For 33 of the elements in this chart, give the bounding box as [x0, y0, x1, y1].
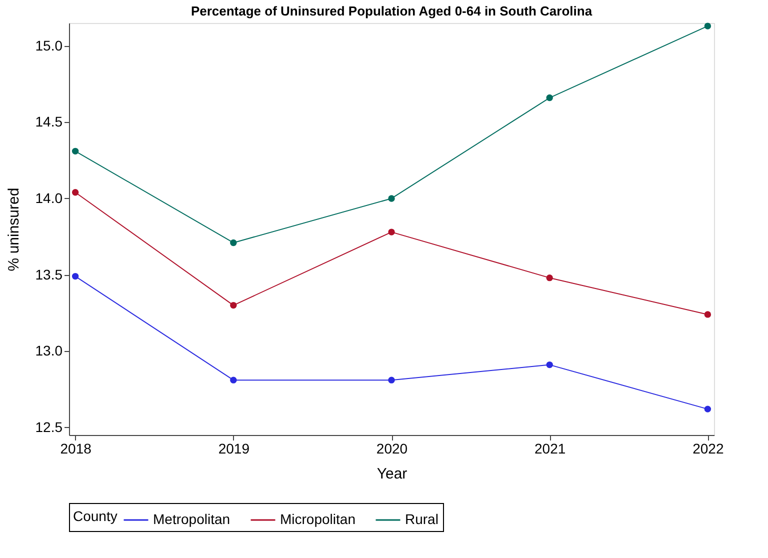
point — [546, 361, 553, 368]
point — [704, 22, 712, 30]
point — [546, 94, 553, 102]
x-tick-label: 2022 — [692, 440, 724, 456]
x-axis-title: Year — [376, 466, 408, 482]
x-tick-label: 2021 — [534, 440, 566, 456]
x-tick-label: 2019 — [218, 440, 250, 456]
point — [230, 239, 237, 246]
y-tick-label: 12.5 — [35, 418, 63, 435]
point — [72, 148, 79, 155]
y-tick-label: 14.0 — [35, 190, 63, 206]
chart-title: Percentage of Uninsured Population Aged 0-64 in South Carolina — [190, 4, 593, 19]
legend-label: Rural — [405, 511, 438, 527]
point — [704, 311, 712, 318]
point — [230, 302, 237, 309]
y-tick-label: 14.5 — [35, 114, 63, 130]
legend-label: Micropolitan — [280, 511, 356, 527]
x-tick-label: 2020 — [376, 440, 408, 456]
x-tick-label: 2018 — [60, 440, 92, 456]
y-axis-title: % uninsured — [5, 188, 22, 272]
point — [388, 195, 395, 202]
point — [546, 274, 553, 282]
y-tick-label: 15.0 — [35, 37, 63, 54]
point — [388, 376, 395, 384]
point — [72, 272, 79, 280]
y-tick-label: 13.0 — [35, 342, 63, 359]
y-tick-label: 13.5 — [35, 266, 63, 282]
legend-label: Metropolitan — [153, 511, 230, 527]
point — [388, 228, 395, 236]
point — [72, 189, 79, 196]
point — [230, 376, 237, 384]
point — [704, 406, 712, 412]
legend-title: County — [73, 508, 118, 524]
